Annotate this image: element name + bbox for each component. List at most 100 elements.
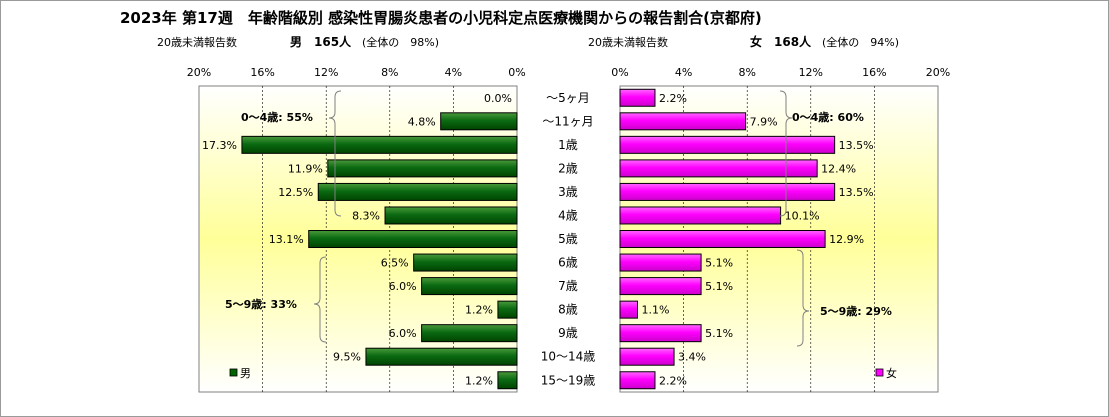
female-data-label: 13.5% — [839, 139, 874, 152]
male-bar — [317, 182, 518, 201]
female-bar — [619, 182, 836, 201]
tick-label: 8% — [738, 66, 755, 79]
female-data-label: 1.1% — [641, 304, 669, 317]
female-data-label: 2.2% — [659, 374, 687, 387]
male-bar — [421, 324, 518, 343]
female-data-label: 12.4% — [821, 162, 856, 175]
category-label: 6歳 — [558, 256, 578, 270]
category-label: ～5ヶ月 — [546, 91, 590, 105]
category-label: 8歳 — [558, 303, 578, 317]
male-data-label: 11.9% — [288, 162, 323, 175]
annotations: 0～4歳: 55% 5～9歳: 33% 0～4歳: 60% 5～9歳: 29% — [225, 90, 892, 347]
male-bar — [497, 300, 518, 319]
male-legend-swatch — [229, 368, 238, 377]
female-data-label: 12.9% — [829, 233, 864, 246]
category-label: 3歳 — [558, 185, 578, 199]
tick-label: 4% — [445, 66, 462, 79]
male-0-4-annotation: 0～4歳: 55% — [241, 110, 313, 124]
female-data-label: 5.1% — [705, 280, 733, 293]
female-header: 20歳未満報告数 女 168人 (全体の 94%) — [588, 34, 899, 49]
female-bar — [619, 324, 702, 343]
female-0-4-annotation: 0～4歳: 60% — [792, 110, 864, 124]
female-legend-swatch — [875, 368, 884, 377]
female-bar — [619, 277, 702, 296]
male-sex-label: 男 — [290, 35, 302, 49]
tick-label: 0% — [508, 66, 525, 79]
male-legend-label: 男 — [240, 367, 251, 380]
male-data-label: 12.5% — [278, 186, 313, 199]
tick-label: 0% — [611, 66, 628, 79]
male-data-label: 6.0% — [389, 327, 417, 340]
male-data-label: 6.5% — [381, 257, 409, 270]
chart-title: 2023年 第17週 年齢階級別 感染性胃腸炎患者の小児科定点医療機関からの報告… — [120, 9, 762, 27]
female-data-label: 10.1% — [785, 209, 820, 222]
male-bar — [384, 206, 518, 225]
male-5-9-annotation: 5～9歳: 33% — [225, 297, 297, 311]
female-sex-label: 女 — [750, 34, 762, 49]
female-bar — [619, 347, 675, 366]
male-legend: 男 — [229, 367, 251, 380]
female-report-label: 20歳未満報告数 — [588, 36, 668, 49]
tick-label: 20% — [187, 66, 211, 79]
male-count: 165人 — [314, 34, 352, 49]
male-ratio: (全体の 98%) — [362, 35, 439, 49]
male-bar — [327, 159, 518, 178]
tick-label: 12% — [314, 66, 338, 79]
male-data-label: 1.2% — [465, 374, 493, 387]
female-5-9-brace — [796, 249, 810, 347]
category-label: 4歳 — [558, 208, 578, 222]
female-data-label: 3.4% — [678, 351, 706, 364]
category-label: 15～19歳 — [541, 373, 596, 387]
male-header: 20歳未満報告数 男 165人 (全体の 98%) — [157, 34, 439, 49]
male-bar — [497, 371, 518, 390]
category-label: 9歳 — [558, 326, 578, 340]
female-data-label: 5.1% — [705, 327, 733, 340]
female-ratio: (全体の 94%) — [822, 35, 899, 49]
category-label: 5歳 — [558, 232, 578, 246]
male-bar — [413, 253, 518, 272]
female-bar — [619, 253, 702, 272]
female-bars: 2.2% 7.9% 13.5% 12.4% 13.5% 10.1% 12.9% 5.1% 5.1… — [619, 88, 874, 390]
female-bar — [619, 88, 656, 107]
male-data-label: 1.2% — [465, 304, 493, 317]
tick-label: 8% — [381, 66, 398, 79]
female-legend-label: 女 — [886, 366, 897, 380]
male-data-label: 9.5% — [333, 351, 361, 364]
female-data-label: 7.9% — [750, 115, 778, 128]
female-bar — [619, 300, 638, 319]
female-5-9-annotation: 5～9歳: 29% — [820, 304, 892, 318]
male-5-9-brace — [313, 256, 327, 343]
male-report-label: 20歳未満報告数 — [157, 36, 237, 49]
tick-label: 12% — [799, 66, 823, 79]
category-label: 2歳 — [558, 161, 578, 175]
male-bar — [365, 347, 518, 366]
male-bar — [421, 277, 518, 296]
male-data-label: 6.0% — [389, 280, 417, 293]
female-bar — [619, 371, 656, 390]
category-label: ～11ヶ月 — [542, 114, 593, 128]
male-data-label: 4.8% — [408, 115, 436, 128]
male-data-label: 0.0% — [484, 92, 512, 105]
tick-label: 20% — [926, 66, 950, 79]
female-bar — [619, 230, 826, 249]
male-bars: 0.0% 4.8% 17.3% 11.9% 12.5% 8.3% 13.1% 6.5% 6.0%… — [202, 92, 518, 390]
category-label: 10～14歳 — [541, 350, 596, 364]
axis-tick-labels: 20% 16% 12% 8% 4% 0% 0% 4% 8% 12% 16% 20% — [187, 66, 950, 79]
category-label: 7歳 — [558, 279, 578, 293]
female-data-label: 5.1% — [705, 257, 733, 270]
tick-label: 16% — [250, 66, 274, 79]
male-data-label: 13.1% — [269, 233, 304, 246]
tick-label: 4% — [675, 66, 692, 79]
female-count: 168人 — [774, 34, 812, 49]
female-data-label: 2.2% — [659, 92, 687, 105]
female-bar — [619, 159, 818, 178]
female-bar — [619, 135, 836, 154]
male-bar — [308, 230, 518, 249]
category-labels: ～5ヶ月 ～11ヶ月 1歳 2歳 3歳 4歳 5歳 6歳 7歳 8歳 9歳 10～14歳 15～19歳 — [541, 91, 596, 387]
female-data-label: 13.5% — [839, 186, 874, 199]
male-data-label: 17.3% — [202, 139, 237, 152]
male-bar — [241, 135, 518, 154]
category-label: 1歳 — [558, 138, 578, 152]
female-legend: 女 — [875, 366, 897, 380]
